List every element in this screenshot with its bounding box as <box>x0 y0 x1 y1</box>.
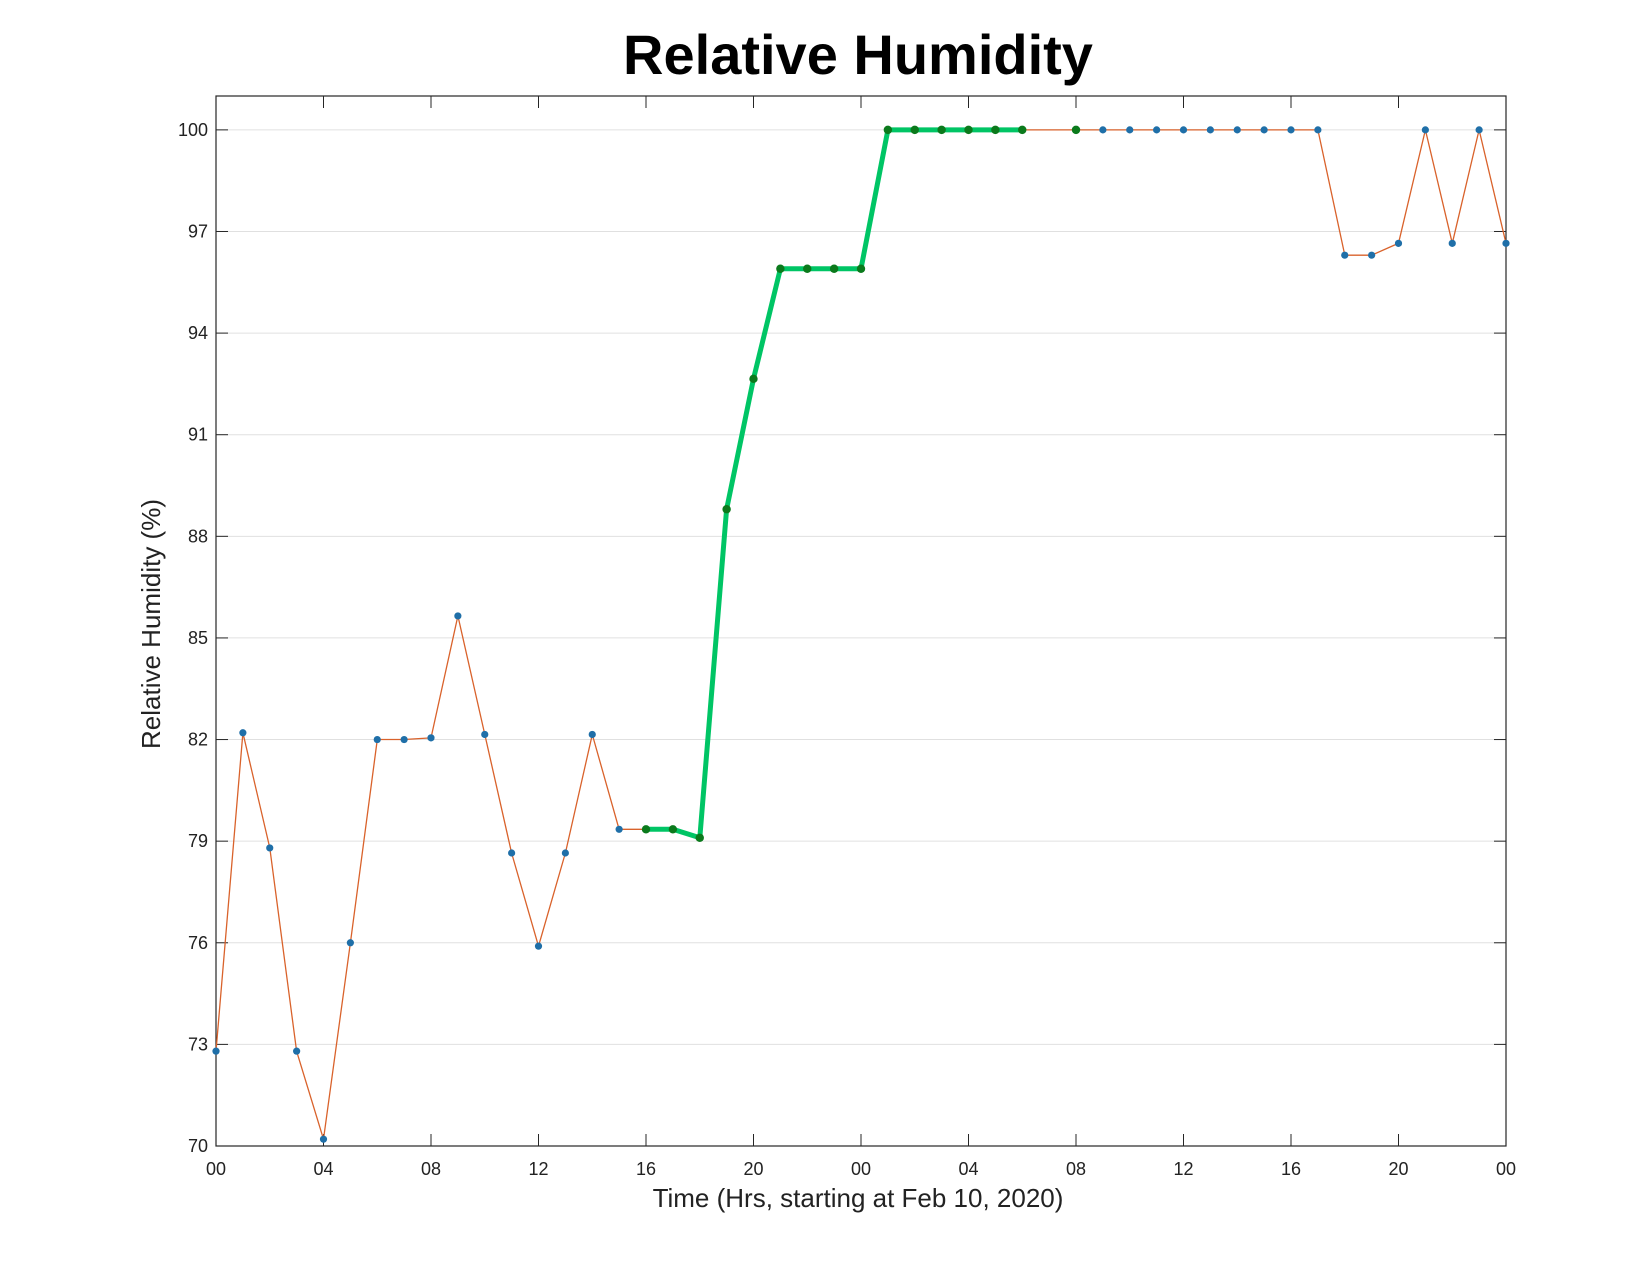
data-point <box>346 939 354 947</box>
highlight-data-point <box>749 374 758 384</box>
data-point <box>1394 239 1403 247</box>
x-tick-label: 08 <box>421 1159 441 1179</box>
y-tick-label: 76 <box>188 933 208 953</box>
data-point <box>239 729 247 737</box>
data-point <box>1502 239 1510 247</box>
highlight-data-point <box>722 505 731 514</box>
data-point <box>1233 126 1241 134</box>
data-point <box>1126 126 1134 134</box>
x-tick-label: 04 <box>958 1159 978 1179</box>
series-line <box>215 129 1507 1140</box>
y-tick-label: 91 <box>188 425 208 445</box>
y-tick-label: 70 <box>188 1136 208 1156</box>
highlight-data-point <box>829 264 839 273</box>
data-point <box>1179 126 1188 134</box>
y-axis-label: Relative Humidity (%) <box>136 499 166 749</box>
y-tick-label: 97 <box>188 221 208 241</box>
y-tick-label: 100 <box>178 120 208 140</box>
highlight-data-point <box>937 125 946 135</box>
x-tick-label: 16 <box>636 1159 656 1179</box>
y-tick-label: 85 <box>188 628 208 648</box>
data-point <box>454 612 462 620</box>
highlight-data-point <box>641 825 651 834</box>
data-point <box>508 849 516 857</box>
data-point <box>1153 126 1161 134</box>
data-point <box>1368 251 1376 259</box>
data-point <box>1421 126 1429 134</box>
highlight-data-point <box>883 125 893 135</box>
highlight-data-point <box>910 125 919 135</box>
data-point <box>293 1047 301 1055</box>
highlight-data-point <box>776 264 785 273</box>
highlight-data-point <box>964 125 973 135</box>
highlight-series-line <box>643 127 1025 841</box>
highlight-data-point <box>668 825 678 834</box>
y-tick-label: 94 <box>188 323 208 343</box>
data-point <box>1448 239 1456 247</box>
x-tick-label: 16 <box>1281 1159 1301 1179</box>
highlight-data-point <box>1071 125 1081 135</box>
x-tick-label: 00 <box>851 1159 871 1179</box>
highlight-data-point <box>695 833 704 842</box>
x-tick-label: 12 <box>1173 1159 1193 1179</box>
data-point <box>1341 251 1349 259</box>
x-tick-label: 00 <box>1496 1159 1516 1179</box>
data-point <box>266 844 274 852</box>
data-point <box>481 730 489 739</box>
plot-area-border <box>215 95 1507 1147</box>
y-tick-label: 79 <box>188 831 208 851</box>
y-tick-label: 73 <box>188 1034 208 1054</box>
chart-title: Relative Humidity <box>623 23 1093 86</box>
highlight-data-point <box>856 264 866 273</box>
data-point <box>1260 126 1268 134</box>
x-tick-label: 00 <box>206 1159 226 1179</box>
y-tick-label: 82 <box>188 730 208 750</box>
data-point <box>1314 126 1322 134</box>
data-point <box>427 734 435 742</box>
data-point <box>373 735 381 744</box>
y-tick-label: 88 <box>188 526 208 546</box>
data-point <box>534 942 543 950</box>
highlight-data-point <box>991 125 1000 135</box>
x-tick-label: 20 <box>1388 1159 1408 1179</box>
x-tick-label: 20 <box>743 1159 763 1179</box>
data-point <box>561 849 569 857</box>
data-point <box>1475 126 1483 134</box>
highlight-data-point <box>1018 125 1027 135</box>
data-point <box>1206 126 1214 134</box>
data-point <box>319 1135 328 1143</box>
data-point <box>212 1047 220 1055</box>
x-tick-label: 04 <box>313 1159 333 1179</box>
data-point <box>588 730 596 739</box>
data-point <box>615 825 623 833</box>
x-tick-label: 12 <box>528 1159 548 1179</box>
data-point <box>1287 126 1295 134</box>
x-axis-label: Time (Hrs, starting at Feb 10, 2020) <box>653 1183 1064 1213</box>
data-point <box>1099 126 1107 134</box>
highlight-data-point <box>803 264 812 273</box>
data-point <box>400 735 408 744</box>
x-tick-label: 08 <box>1066 1159 1086 1179</box>
